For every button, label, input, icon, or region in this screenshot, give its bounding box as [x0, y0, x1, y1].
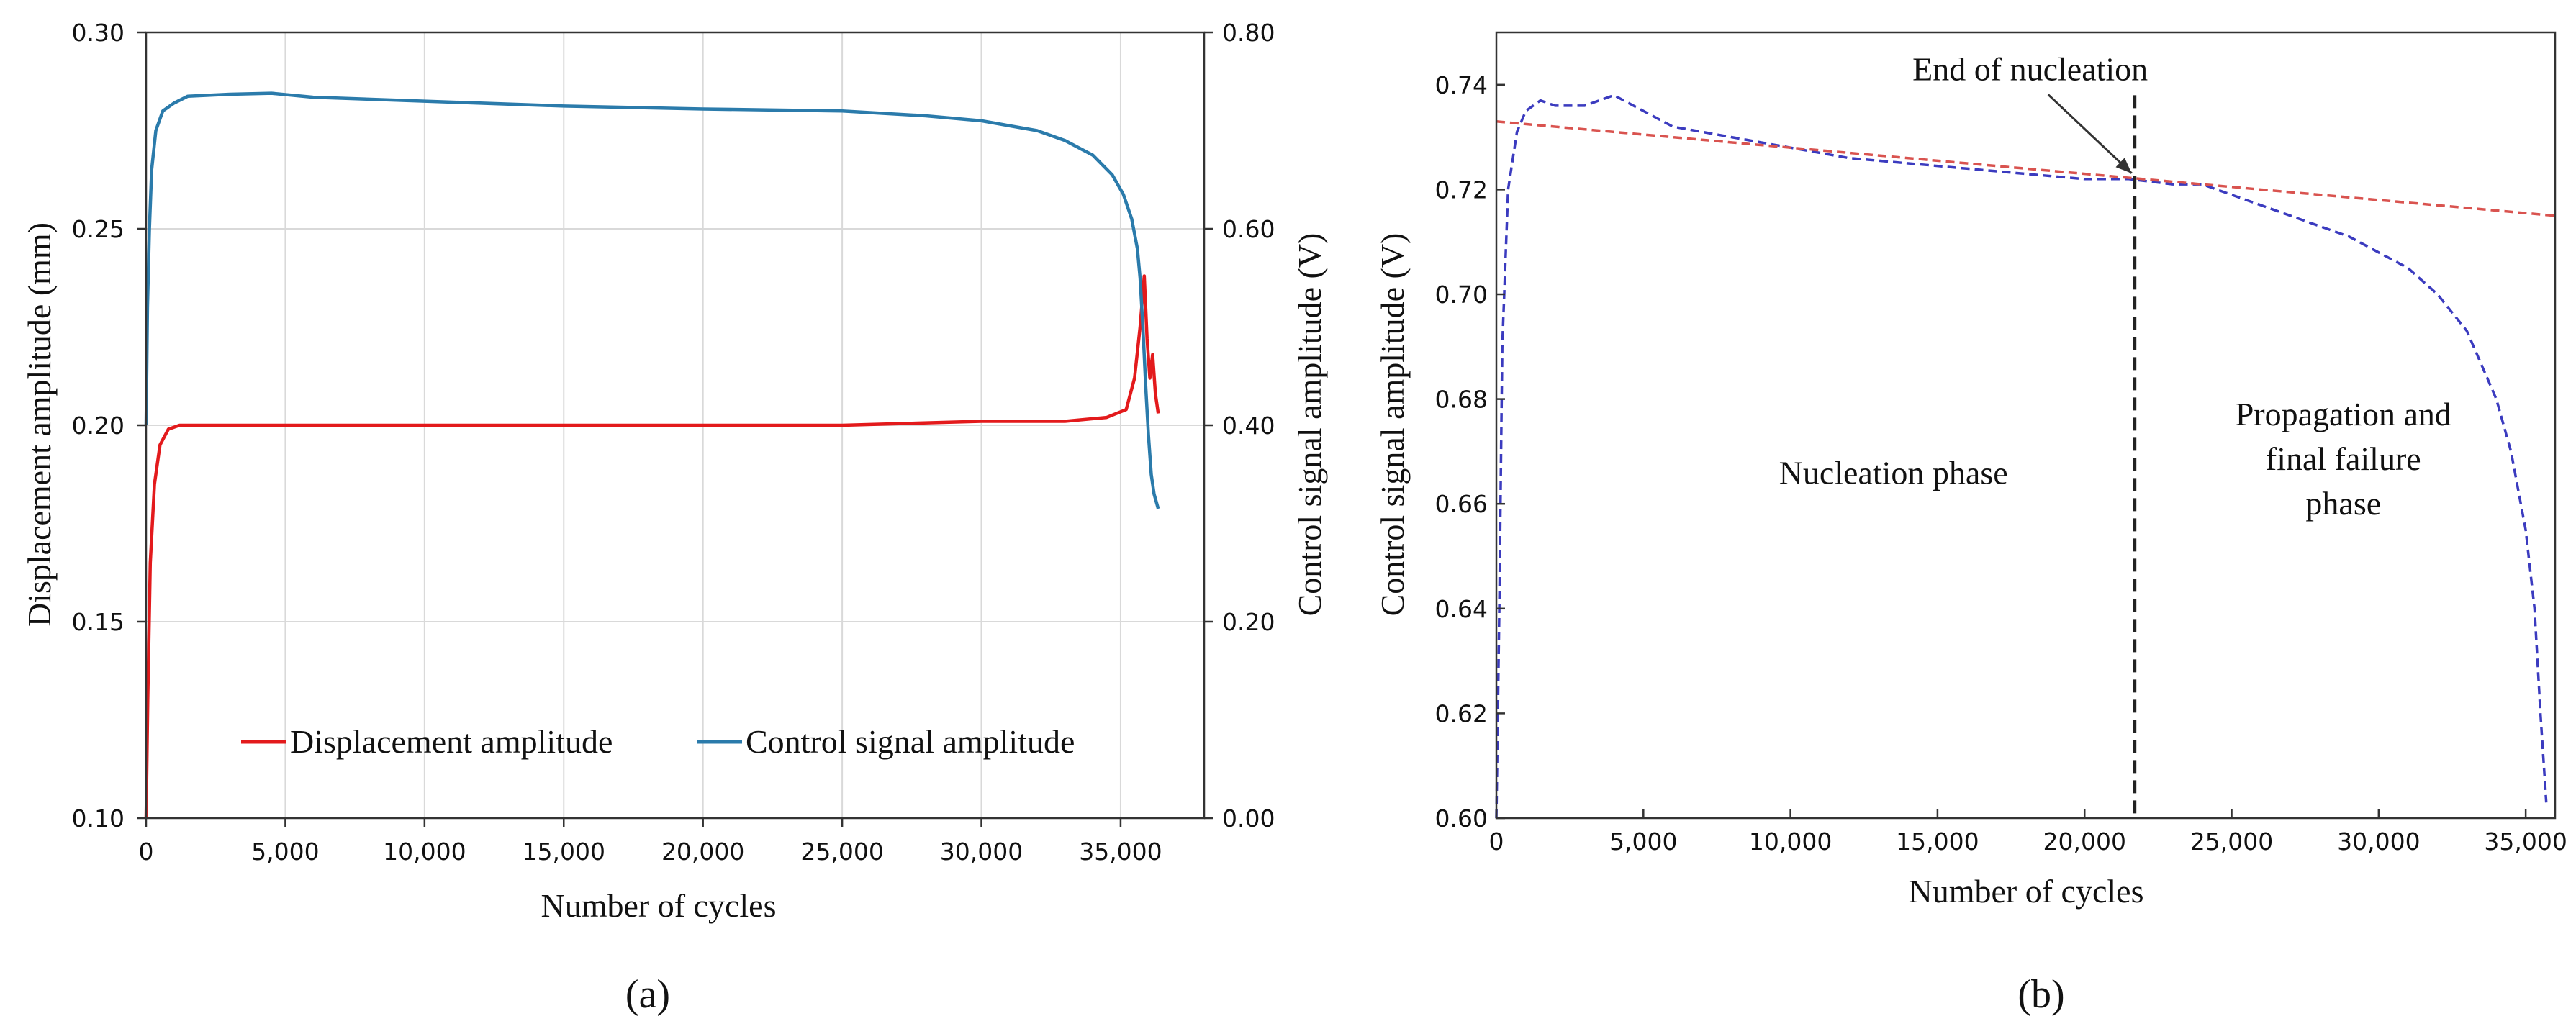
panel-a-label: (a)	[625, 972, 670, 1017]
y-tick-label: 0.72	[1435, 176, 1488, 204]
x-tick-label: 10,000	[1749, 827, 1832, 856]
x-tick-label: 30,000	[2337, 827, 2420, 856]
y-tick-label: 0.60	[1435, 804, 1488, 833]
x-tick-label: 20,000	[2043, 827, 2125, 856]
y-left-tick-label: 0.15	[72, 608, 125, 636]
legend-label-displacement: Displacement amplitude	[290, 723, 613, 760]
y-tick-label: 0.64	[1435, 595, 1488, 623]
x-tick-label: 25,000	[2190, 827, 2273, 856]
x-tick-label: 35,000	[1079, 838, 1162, 866]
x-tick-label: 15,000	[523, 838, 605, 866]
x-tick-label: 10,000	[383, 838, 466, 866]
x-tick-label: 0	[139, 838, 154, 866]
y-tick-label: 0.74	[1435, 71, 1488, 99]
panel-b-x-ticks: 0 5,000 10,000 15,000 20,000 25,000 30,000 35,0…	[1489, 809, 2567, 856]
panel-a-series-group	[144, 91, 1160, 819]
y-right-tick-label: 0.40	[1222, 412, 1275, 440]
panel-b-series-group	[1495, 94, 2556, 819]
series-line-trend-line	[1496, 120, 2556, 217]
panel-a-y-right-axis-label: Control signal amplitude (V)	[1291, 233, 1328, 617]
y-right-tick-label: 0.80	[1222, 19, 1275, 47]
x-tick-label: 15,000	[1896, 827, 1979, 856]
y-right-tick-label: 0.00	[1222, 804, 1275, 833]
panel-b-y-ticks: 0.60 0.62 0.64 0.66 0.68 0.70 0.72 0.74	[1435, 71, 1505, 833]
y-right-tick-label: 0.60	[1222, 215, 1275, 243]
panel-b-label: (b)	[2017, 972, 2064, 1017]
end-of-nucleation-arrow	[2047, 94, 2133, 174]
y-left-tick-label: 0.20	[72, 412, 125, 440]
x-tick-label: 35,000	[2484, 827, 2567, 856]
annotation-propagation-line-1: Propagation and	[2236, 396, 2451, 432]
annotation-propagation-line-3: phase	[2305, 485, 2381, 522]
panel-b-chart: 0 5,000 10,000 15,000 20,000 25,000 30,000 35,0…	[1374, 31, 2567, 1017]
annotation-end-of-nucleation: End of nucleation	[1912, 50, 2148, 87]
y-tick-label: 0.66	[1435, 490, 1488, 518]
y-left-tick-label: 0.25	[72, 215, 125, 243]
series-line-control-signal-amplitude	[1495, 94, 2548, 819]
panel-a-y-left-ticks: 0.10 0.15 0.20 0.25 0.30	[72, 19, 146, 833]
panel-a-x-ticks: 0 5,000 10,000 15,000 20,000 25,000 30,000 35,0…	[139, 818, 1162, 866]
panel-a-chart: 0 5,000 10,000 15,000 20,000 25,000 30,000 35,0…	[21, 19, 1328, 1017]
annotation-propagation-line-2: final failure	[2266, 440, 2421, 477]
x-tick-label: 5,000	[251, 838, 319, 866]
y-tick-label: 0.68	[1435, 386, 1488, 414]
y-tick-label: 0.70	[1435, 281, 1488, 309]
panel-b-x-axis-label: Number of cycles	[1909, 873, 2144, 910]
x-tick-label: 5,000	[1609, 827, 1677, 856]
panel-b-y-axis-label: Control signal amplitude (V)	[1374, 233, 1411, 617]
panel-a-legend: Displacement amplitude Control signal am…	[241, 723, 1075, 760]
series-line-control-signal-amplitude	[144, 91, 1160, 509]
panel-a-x-axis-label: Number of cycles	[541, 887, 777, 924]
panel-b-plot-frame	[1495, 31, 2557, 820]
y-left-tick-label: 0.10	[72, 804, 125, 833]
x-tick-label: 20,000	[661, 838, 744, 866]
y-left-tick-label: 0.30	[72, 19, 125, 47]
panel-a-y-left-axis-label: Displacement amplitude (mm)	[21, 222, 58, 627]
x-tick-label: 30,000	[940, 838, 1023, 866]
x-tick-label: 25,000	[800, 838, 883, 866]
y-tick-label: 0.62	[1435, 699, 1488, 727]
y-right-tick-label: 0.20	[1222, 608, 1275, 636]
x-tick-label: 0	[1489, 827, 1504, 856]
series-line-displacement-amplitude	[144, 274, 1160, 819]
annotation-nucleation-phase: Nucleation phase	[1779, 455, 2008, 491]
panel-a-y-right-ticks: 0.00 0.20 0.40 0.60 0.80	[1204, 19, 1275, 833]
arrowhead-icon	[2115, 158, 2132, 173]
legend-label-control-signal: Control signal amplitude	[746, 723, 1075, 760]
